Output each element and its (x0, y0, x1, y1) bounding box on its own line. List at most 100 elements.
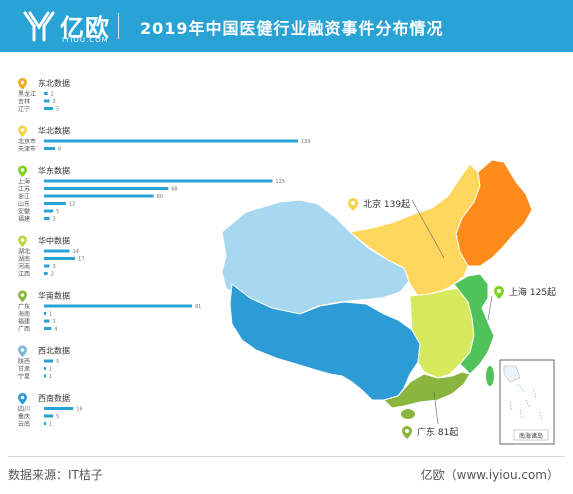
bar-label: 辽宁 (18, 105, 30, 113)
bar-label: 江苏 (18, 185, 30, 193)
bar-value: 1 (49, 367, 52, 373)
bar-value: 5 (56, 359, 59, 365)
bar (44, 179, 273, 183)
bar-label: 云南 (18, 420, 30, 428)
bar-label: 广东 (18, 303, 30, 311)
bar-value: 68 (171, 187, 177, 193)
bar-label: 福建 (18, 215, 30, 223)
bar (44, 422, 46, 425)
bar (44, 359, 54, 363)
bar (44, 209, 54, 213)
map-region-northwest (221, 199, 411, 315)
bar (44, 272, 48, 275)
bar-value: 2 (51, 272, 54, 278)
callout-line-beijing (411, 199, 445, 259)
bar (44, 312, 46, 315)
bar-label: 湖南 (18, 255, 30, 263)
bar-label: 湖北 (18, 248, 30, 256)
bar-value: 3 (52, 264, 55, 270)
bar-value: 12 (69, 202, 75, 208)
inset-label: 南海诸岛 (519, 432, 543, 440)
bar-label: 陕西 (18, 358, 30, 366)
footer-divider (8, 456, 565, 457)
group-header: 西南数据 (18, 393, 70, 405)
bar (44, 264, 50, 268)
bar-label: 福建 (18, 318, 30, 326)
bar-value: 60 (157, 194, 163, 200)
callout-text: 广东 81起 (417, 426, 458, 438)
group-title: 西南数据 (38, 393, 70, 403)
group-header: 华南数据 (18, 290, 70, 302)
copyright-credit: 亿欧（www.iyiou.com） (420, 468, 559, 482)
callout-line-shanghai (487, 295, 493, 321)
bar-label: 海南 (18, 310, 30, 318)
callout-shanghai: 上海 125起 (494, 286, 556, 299)
bar-label: 四川 (18, 406, 30, 413)
bar-label: 江西 (18, 271, 30, 278)
bar (44, 374, 46, 378)
callout-line-guangdong (433, 391, 439, 425)
callout-text: 北京 139起 (363, 198, 410, 210)
bar-value: 81 (195, 304, 201, 310)
bar-value: 16 (76, 407, 82, 413)
bar (44, 407, 74, 410)
bar-value: 4 (54, 327, 57, 333)
group-title: 华中数据 (38, 236, 70, 246)
logo-text: 亿欧 (60, 14, 110, 42)
group-title: 东北数据 (38, 78, 70, 88)
group-header: 华中数据 (18, 235, 70, 247)
bar-value: 5 (56, 209, 59, 215)
map-region-northeast (455, 159, 533, 267)
bar-value: 2 (51, 92, 54, 98)
bar-value: 125 (275, 179, 285, 185)
bar-value: 3 (52, 217, 55, 223)
bar-label: 安徽 (18, 208, 30, 216)
logo-subtext: IYIOU.COM (62, 36, 109, 44)
callout-beijing: 北京 139起 (348, 198, 410, 211)
bar-value: 14 (73, 249, 79, 255)
header-banner: 亿欧 IYIOU.COM 2019年中国医健行业融资事件分布情况 (0, 0, 573, 52)
bar (44, 194, 154, 198)
data-source: 数据来源：IT桔子 (8, 468, 103, 482)
bar-label: 甘肃 (18, 365, 30, 373)
bar-label: 宁夏 (18, 373, 30, 381)
bar (44, 304, 193, 308)
bar (44, 217, 50, 220)
bar (44, 139, 298, 143)
bar (44, 249, 70, 253)
bar-label: 上海 (18, 178, 30, 186)
group-header: 华东数据 (18, 165, 70, 177)
bar (44, 202, 66, 205)
bar (44, 414, 54, 418)
bar-label: 山东 (18, 200, 30, 208)
group-title: 西北数据 (38, 346, 70, 356)
bar-value: 3 (52, 99, 55, 105)
group-header: 东北数据 (18, 78, 70, 90)
bar-label: 广西 (18, 325, 30, 333)
map-island-taiwan (486, 366, 494, 386)
bar-value: 5 (56, 107, 59, 113)
bar (44, 92, 48, 95)
bar-value: 5 (56, 414, 59, 420)
page-title: 2019年中国医健行业融资事件分布情况 (140, 19, 444, 38)
group-title: 华东数据 (38, 166, 70, 176)
group-title: 华南数据 (38, 291, 70, 301)
bar (44, 99, 50, 103)
bar-label: 吉林 (18, 98, 30, 106)
bar-value: 17 (78, 257, 84, 263)
bar-label: 天津市 (18, 145, 36, 153)
bar (44, 367, 46, 370)
bar (44, 187, 169, 190)
bar-value: 6 (58, 147, 61, 153)
bar (44, 319, 50, 323)
callout-text: 上海 125起 (509, 286, 556, 298)
bar-value: 1 (49, 422, 52, 428)
bar-label: 重庆 (18, 413, 30, 421)
map-island-hainan (401, 409, 415, 419)
bar (44, 107, 54, 110)
iyiou-logo-icon (23, 11, 55, 42)
bar-label: 黑龙江 (18, 90, 36, 98)
group-header: 华北数据 (18, 125, 70, 137)
